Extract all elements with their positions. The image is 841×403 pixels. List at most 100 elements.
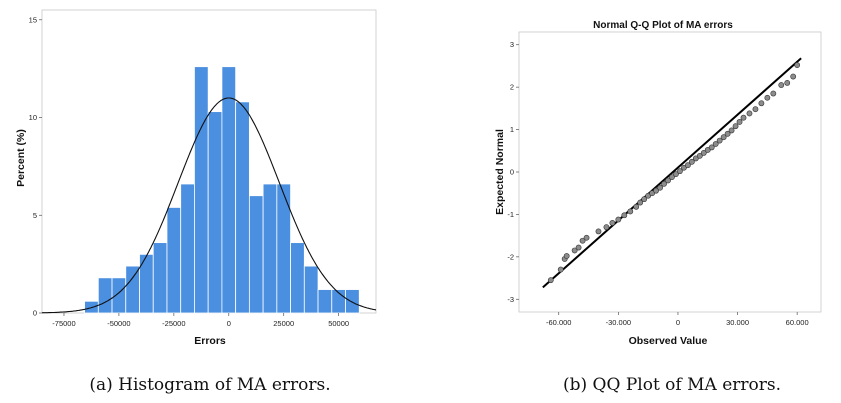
y-tick-label: 0	[510, 168, 514, 177]
y-tick-label: 15	[29, 15, 37, 24]
qq-panel: Normal Q-Q Plot of MA errors 3210-1-2-3 …	[494, 20, 822, 395]
histogram-bar	[290, 242, 305, 314]
qq-plot-title: Normal Q-Q Plot of MA errors	[593, 20, 733, 31]
histogram-bar	[194, 66, 209, 314]
qq-point	[752, 106, 759, 113]
y-tick-label: -2	[507, 252, 514, 261]
x-tick-label: 50000	[328, 319, 349, 328]
y-tick-label: -3	[507, 295, 514, 304]
histogram-bar	[166, 207, 182, 314]
qq-point	[677, 168, 683, 175]
qq-point	[621, 212, 628, 219]
qq-point	[603, 224, 610, 231]
qq-point	[728, 127, 735, 134]
qq-point	[615, 216, 622, 223]
qq-point	[557, 266, 564, 273]
histogram-x-axis-label: Errors	[194, 335, 226, 347]
qq-point	[579, 237, 586, 244]
qq-point	[665, 177, 671, 184]
qq-point	[563, 253, 570, 259]
qq-point	[627, 208, 634, 215]
qq-point	[684, 162, 691, 169]
qq-points	[547, 62, 801, 284]
x-tick-label: -75000	[52, 319, 75, 328]
qq-point	[688, 158, 695, 165]
qq-x-ticks: -60.000 -30.000 0 30.000 60.000	[546, 312, 809, 327]
histogram-panel: 0 5 10 15 -75000 -50000 -25000 0 25000 50000 Err…	[15, 9, 377, 395]
y-tick-label: 2	[510, 83, 514, 92]
qq-point	[583, 234, 590, 241]
qq-point	[758, 100, 765, 107]
qq-point	[724, 130, 731, 137]
qq-point	[669, 174, 675, 180]
histogram-bar	[248, 195, 264, 314]
x-tick-label: -50000	[107, 319, 130, 328]
qq-point	[770, 90, 777, 97]
y-tick-label: 0	[33, 309, 37, 318]
histogram-bar	[235, 101, 250, 314]
qq-point	[736, 119, 743, 125]
histogram-bar	[262, 183, 278, 314]
qq-point	[716, 137, 723, 144]
qq-point	[708, 144, 715, 151]
x-tick-label: -25000	[162, 319, 185, 328]
histogram-bar	[97, 277, 113, 314]
qq-point	[790, 73, 797, 80]
qq-point	[673, 171, 679, 178]
y-tick-label: -1	[507, 210, 514, 219]
histogram-bar	[276, 183, 291, 314]
histogram-bar	[125, 265, 140, 314]
histogram-bar	[139, 253, 154, 314]
histogram-bars	[84, 66, 360, 314]
x-tick-label: -60.000	[546, 318, 571, 327]
qq-reference-line	[542, 57, 802, 289]
qq-y-axis-label: Expected Normal	[494, 129, 506, 215]
qq-point	[740, 114, 747, 121]
y-tick-label: 10	[29, 113, 37, 122]
qq-point	[653, 187, 659, 194]
histogram-bar	[303, 265, 319, 314]
x-tick-label: 25000	[273, 319, 294, 328]
histogram-bar	[152, 242, 168, 314]
qq-point	[746, 110, 753, 117]
qq-point	[764, 94, 771, 101]
histogram-x-ticks: -75000 -50000 -25000 0 25000 50000	[52, 313, 349, 328]
x-tick-label: 60.000	[786, 318, 809, 327]
histogram-bar	[111, 277, 127, 314]
qq-point	[575, 244, 582, 251]
histogram-y-ticks: 0 5 10 15	[29, 15, 42, 318]
histogram-bar	[207, 111, 223, 314]
qq-point	[778, 82, 785, 88]
qq-point	[712, 141, 719, 147]
y-tick-label: 1	[510, 125, 514, 134]
histogram-bar	[221, 66, 237, 314]
x-tick-label: 30.000	[726, 318, 749, 327]
qq-point	[609, 220, 616, 226]
qq-x-axis-label: Observed Value	[629, 335, 708, 347]
y-tick-label: 5	[33, 211, 37, 220]
histogram-caption: (a) Histogram of MA errors.	[89, 375, 330, 395]
x-tick-label: 0	[676, 318, 680, 327]
qq-point	[547, 277, 554, 284]
qq-caption: (b) QQ Plot of MA errors.	[563, 375, 781, 395]
qq-point	[661, 180, 667, 187]
histogram-bar	[345, 289, 360, 314]
qq-plot-area	[518, 31, 822, 313]
qq-point	[633, 203, 640, 210]
qq-point	[732, 123, 739, 130]
y-tick-label: 3	[510, 40, 514, 49]
histogram-bar	[180, 183, 195, 314]
histogram-bar	[317, 289, 333, 314]
x-tick-label: -30.000	[606, 318, 631, 327]
qq-point	[794, 62, 801, 68]
qq-point	[637, 199, 644, 206]
x-tick-label: 0	[227, 319, 231, 328]
qq-point	[641, 196, 648, 203]
qq-point	[700, 150, 707, 156]
normal-curve	[41, 97, 377, 314]
qq-point	[720, 134, 727, 141]
qq-point	[657, 184, 663, 191]
qq-y-ticks: 3 2 1 0 -1 -2 -3	[507, 40, 519, 304]
qq-point	[696, 152, 703, 159]
